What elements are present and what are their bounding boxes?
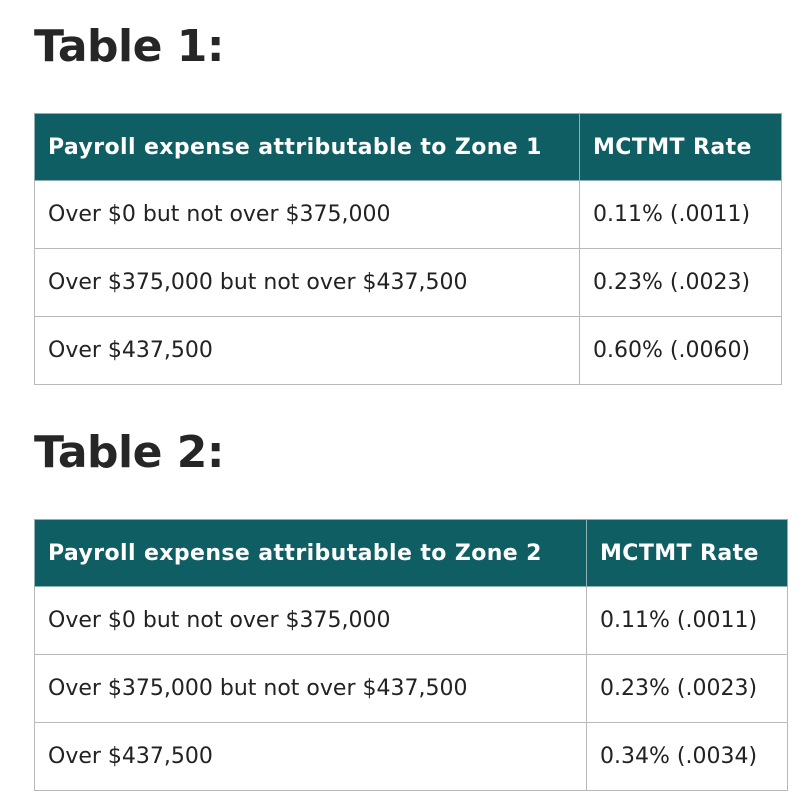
table-2-title: Table 2: bbox=[34, 427, 224, 478]
rate-cell: 0.11% (.0011) bbox=[586, 586, 788, 655]
column-header-mctmt-rate: MCTMT Rate bbox=[586, 519, 788, 587]
table-row: Over $375,000 but not over $437,500 0.23… bbox=[34, 654, 788, 723]
rate-cell: 0.34% (.0034) bbox=[586, 722, 788, 791]
zone-2-rate-table: Payroll expense attributable to Zone 2 M… bbox=[34, 519, 788, 791]
zone-1-rate-table: Payroll expense attributable to Zone 1 M… bbox=[34, 113, 782, 385]
table-row: Over $0 but not over $375,000 0.11% (.00… bbox=[34, 586, 788, 655]
table-row: Over $437,500 0.34% (.0034) bbox=[34, 722, 788, 791]
payroll-range-cell: Over $0 but not over $375,000 bbox=[34, 586, 587, 655]
table-row: Over $375,000 but not over $437,500 0.23… bbox=[34, 248, 782, 317]
column-header-payroll-expense: Payroll expense attributable to Zone 2 bbox=[34, 519, 587, 587]
rate-cell: 0.60% (.0060) bbox=[579, 316, 782, 385]
table-row: Over $437,500 0.60% (.0060) bbox=[34, 316, 782, 385]
table-row: Over $0 but not over $375,000 0.11% (.00… bbox=[34, 180, 782, 249]
table-header-row: Payroll expense attributable to Zone 2 M… bbox=[34, 519, 788, 587]
column-header-payroll-expense: Payroll expense attributable to Zone 1 bbox=[34, 113, 580, 181]
table-header-row: Payroll expense attributable to Zone 1 M… bbox=[34, 113, 782, 181]
rate-cell: 0.23% (.0023) bbox=[579, 248, 782, 317]
payroll-range-cell: Over $437,500 bbox=[34, 722, 587, 791]
payroll-range-cell: Over $0 but not over $375,000 bbox=[34, 180, 580, 249]
column-header-mctmt-rate: MCTMT Rate bbox=[579, 113, 782, 181]
payroll-range-cell: Over $375,000 but not over $437,500 bbox=[34, 248, 580, 317]
rate-cell: 0.11% (.0011) bbox=[579, 180, 782, 249]
payroll-range-cell: Over $375,000 but not over $437,500 bbox=[34, 654, 587, 723]
payroll-range-cell: Over $437,500 bbox=[34, 316, 580, 385]
rate-cell: 0.23% (.0023) bbox=[586, 654, 788, 723]
table-1-title: Table 1: bbox=[34, 21, 224, 72]
